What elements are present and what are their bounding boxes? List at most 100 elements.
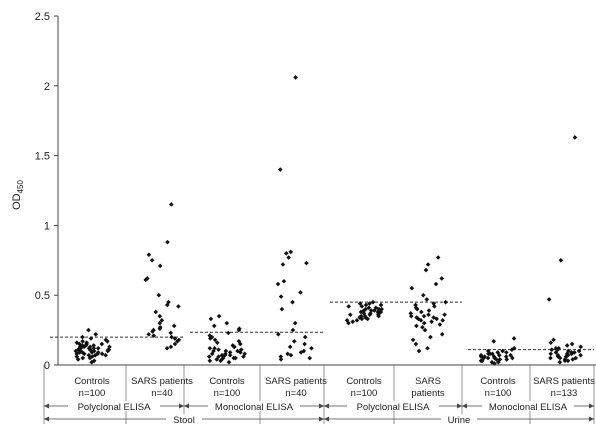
- data-point: [285, 351, 290, 357]
- data-point: [89, 359, 94, 365]
- data-point: [361, 311, 367, 316]
- data-point: [367, 301, 372, 306]
- data-point: [479, 358, 485, 364]
- data-point: [482, 354, 487, 359]
- data-point: [287, 344, 293, 350]
- data-point: [549, 347, 555, 352]
- data-point: [164, 302, 170, 308]
- data-point: [503, 354, 509, 359]
- group-label-line1: SARS patients: [533, 376, 595, 387]
- data-point: [78, 348, 83, 354]
- data-point: [548, 355, 553, 361]
- data-point: [157, 313, 163, 319]
- data-point: [489, 359, 495, 365]
- data-point: [546, 297, 552, 302]
- data-point: [565, 358, 571, 364]
- data-point: [235, 348, 240, 354]
- data-point: [420, 325, 425, 330]
- specimen-label-bg: [166, 414, 202, 424]
- specimen-bracket-arrow-right: [589, 416, 594, 422]
- data-point: [157, 263, 163, 269]
- data-point: [106, 347, 111, 352]
- data-point: [556, 345, 561, 351]
- data-point: [439, 276, 445, 281]
- data-point: [358, 313, 364, 319]
- data-point: [146, 252, 152, 258]
- data-point: [280, 262, 286, 267]
- data-point: [419, 309, 424, 315]
- data-point: [242, 351, 247, 357]
- group-label-line1: Controls: [346, 376, 382, 387]
- data-point: [408, 313, 414, 319]
- data-point: [413, 305, 419, 311]
- data-point: [87, 344, 93, 350]
- data-point: [359, 316, 365, 322]
- data-point: [150, 329, 155, 334]
- data-point: [208, 336, 213, 341]
- data-point: [169, 202, 174, 207]
- data-point: [290, 299, 295, 305]
- method-label: Monoclonal ELISA: [215, 402, 294, 413]
- data-point: [151, 327, 156, 333]
- data-point: [572, 135, 578, 140]
- data-point: [288, 249, 294, 255]
- data-point: [576, 348, 582, 354]
- method-bracket-arrow-right: [457, 403, 462, 409]
- data-point: [146, 331, 152, 337]
- data-point: [426, 308, 432, 313]
- data-point: [219, 352, 225, 358]
- data-point: [216, 313, 222, 319]
- data-point: [495, 350, 501, 355]
- y-tick-label: 1.5: [35, 151, 50, 163]
- data-point: [86, 352, 92, 358]
- data-point: [175, 338, 180, 344]
- data-point: [176, 337, 182, 343]
- data-point: [105, 338, 110, 344]
- method-bracket-arrow-right: [589, 403, 594, 409]
- data-point: [214, 340, 220, 345]
- y-tick-label: 2: [44, 81, 50, 93]
- data-point: [491, 338, 497, 344]
- data-point: [478, 352, 484, 358]
- method-label-bg: [482, 401, 574, 411]
- data-point: [363, 306, 368, 312]
- data-point: [369, 308, 374, 313]
- data-point: [216, 354, 221, 359]
- group-label-line2: n=100: [214, 388, 241, 399]
- data-point: [359, 304, 365, 309]
- data-point: [425, 345, 430, 351]
- data-point: [496, 359, 501, 365]
- data-point: [165, 239, 170, 245]
- data-point: [153, 309, 158, 315]
- group-label-line2: n=40: [151, 388, 172, 399]
- data-point: [279, 306, 285, 312]
- data-point: [238, 350, 243, 355]
- data-point: [91, 358, 97, 364]
- method-label-bg: [68, 401, 160, 411]
- data-point: [373, 305, 379, 311]
- method-bracket-arrow-right: [179, 403, 184, 409]
- data-point: [442, 312, 447, 318]
- data-point: [413, 341, 419, 347]
- data-point: [302, 341, 307, 347]
- data-point: [357, 315, 362, 320]
- data-point: [168, 344, 174, 350]
- data-point: [292, 320, 298, 326]
- data-point: [573, 355, 579, 361]
- y-tick-label: 0.5: [35, 290, 50, 302]
- data-point: [414, 315, 419, 320]
- data-point: [350, 319, 356, 325]
- data-point: [237, 326, 242, 332]
- data-point: [73, 348, 79, 354]
- data-point: [288, 352, 294, 358]
- specimen-bracket-arrow-left: [324, 416, 329, 422]
- group-label-line1: SARS patients: [265, 376, 327, 387]
- data-point: [226, 359, 232, 365]
- data-point: [435, 255, 441, 260]
- data-point: [443, 299, 448, 305]
- data-point: [504, 357, 509, 362]
- data-point: [275, 281, 281, 287]
- data-point: [302, 334, 308, 340]
